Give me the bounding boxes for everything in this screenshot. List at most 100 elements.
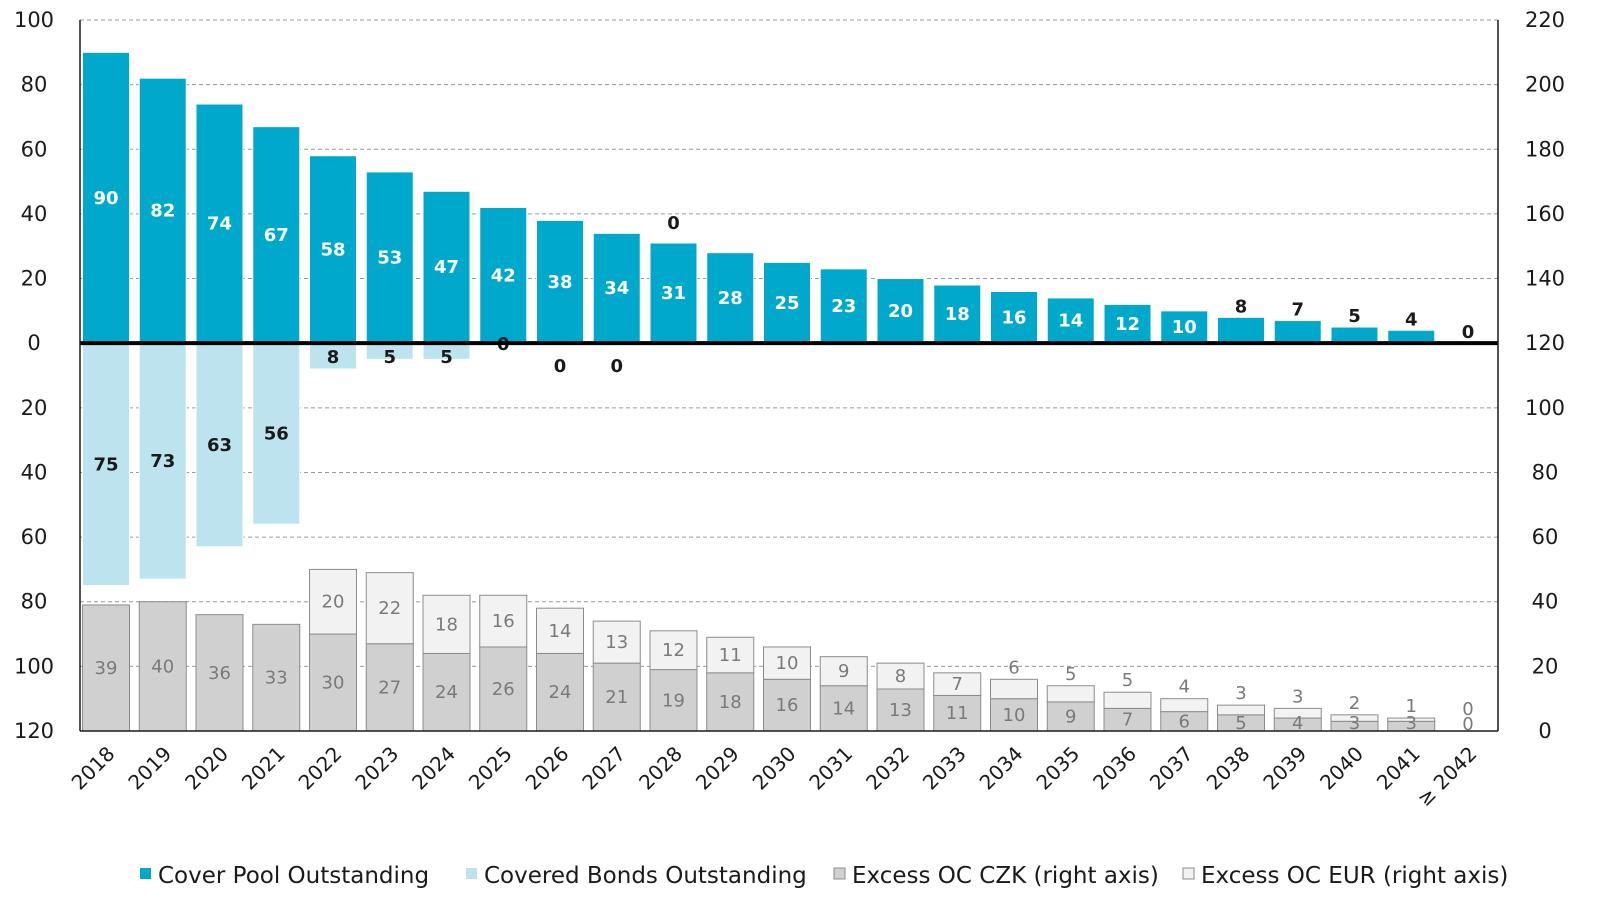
bar-excess-oc-eur: [536, 607, 584, 654]
x-axis-tick-label: ≥ 2042: [1412, 742, 1481, 811]
bar-excess-oc-czk: [138, 601, 187, 732]
bar-cover-pool: [252, 126, 301, 344]
data-label-excess-oc-czk: 16: [776, 695, 799, 716]
x-axis-tick-label: 2037: [1145, 742, 1198, 795]
data-label-excess-oc-czk: 6: [1179, 711, 1190, 732]
left-axis-tick-label: 20: [21, 267, 48, 291]
data-label-excess-oc-czk: 40: [151, 656, 174, 677]
bar-cover-pool: [1273, 320, 1322, 344]
x-axis-tick-label: 2026: [521, 742, 574, 795]
bar-covered-bonds: [82, 342, 130, 587]
data-label-excess-oc-czk: 13: [889, 700, 912, 721]
bar-excess-oc-czk: [536, 652, 584, 732]
bar-excess-oc-eur: [479, 594, 528, 648]
right-axis-tick-label: 100: [1525, 396, 1565, 420]
data-label-covered-bonds: 0: [554, 356, 567, 377]
right-axis-tick-label: 80: [1532, 460, 1559, 484]
data-label-excess-oc-czk: 14: [832, 698, 855, 719]
right-axis-tick-label: 40: [1532, 590, 1559, 614]
data-label-covered-bonds: 0: [610, 356, 623, 377]
bar-cover-pool: [763, 261, 811, 344]
x-axis-tick-label: 2019: [123, 742, 176, 795]
right-axis-tick-label: 0: [1538, 719, 1551, 743]
bar-cover-pool: [479, 206, 528, 344]
bar-excess-oc-czk: [309, 633, 357, 732]
data-label-excess-oc-eur: 0: [1462, 699, 1473, 720]
data-label-excess-oc-eur: 12: [662, 640, 685, 661]
x-axis-tick-label: 2030: [748, 742, 801, 795]
data-label-covered-bonds: 73: [150, 451, 175, 472]
data-label-excess-oc-eur: 8: [895, 666, 906, 687]
right-axis-tick-label: 220: [1525, 8, 1565, 32]
x-axis-tick-label: 2034: [975, 742, 1028, 795]
data-label-excess-oc-czk: 21: [605, 687, 628, 708]
x-axis-tick-label: 2035: [1031, 742, 1084, 795]
data-label-cover-pool: 23: [831, 296, 856, 317]
bar-cover-pool: [195, 103, 244, 344]
legend: Cover Pool Outstanding Covered Bonds Outs…: [140, 863, 1508, 889]
bar-cover-pool: [422, 190, 471, 344]
bar-cover-pool: [309, 155, 357, 344]
legend-label: Covered Bonds Outstanding: [484, 863, 807, 889]
data-label-excess-oc-czk: 39: [95, 658, 118, 679]
data-label-cover-pool: 14: [1058, 311, 1083, 332]
data-label-excess-oc-czk: 19: [662, 690, 685, 711]
data-label-excess-oc-eur: 10: [776, 653, 799, 674]
data-label-excess-oc-eur: 6: [1008, 657, 1019, 678]
x-axis-tick-label: 2020: [180, 742, 233, 795]
data-label-cover-pool: 74: [207, 214, 232, 235]
bar-excess-oc-czk: [1046, 701, 1095, 732]
bar-excess-oc-eur: [1103, 691, 1152, 709]
data-label-cover-pool: 42: [491, 265, 516, 286]
bar-excess-oc-eur: [933, 672, 982, 696]
data-label-cover-pool: 47: [434, 257, 459, 278]
data-label-excess-oc-eur: 2: [1349, 693, 1360, 714]
data-label-excess-oc-eur: 11: [719, 645, 742, 666]
bar-excess-oc-eur: [592, 620, 641, 664]
bar-excess-oc-czk: [82, 604, 130, 732]
bar-covered-bonds: [252, 342, 301, 525]
data-label-cover-pool: 58: [320, 239, 345, 260]
bar-excess-oc-czk: [252, 623, 301, 732]
data-label-excess-oc-czk: 7: [1122, 710, 1133, 731]
x-axis-tick-label: 2039: [1258, 742, 1311, 795]
bar-covered-bonds: [138, 342, 187, 580]
bar-excess-oc-czk: [990, 698, 1038, 732]
data-label-excess-oc-czk: 5: [1235, 713, 1246, 734]
data-label-excess-oc-czk: 30: [322, 673, 345, 694]
bar-excess-oc-czk: [422, 652, 471, 732]
data-label-cover-pool: 31: [661, 283, 686, 304]
bar-cover-pool: [1330, 326, 1379, 344]
data-label-covered-bonds: 5: [440, 347, 453, 368]
data-label-cover-pool: 82: [150, 201, 175, 222]
bar-cover-pool: [592, 232, 641, 344]
bar-excess-oc-eur: [309, 568, 357, 635]
x-axis-tick-label: 2028: [634, 742, 687, 795]
legend-swatch: [466, 868, 477, 879]
bar-cover-pool: [82, 51, 130, 344]
data-label-cover-pool: 38: [547, 272, 572, 293]
bar-cover-pool: [1103, 303, 1152, 344]
data-label-excess-oc-eur: 4: [1179, 677, 1190, 698]
data-label-excess-oc-eur: 14: [549, 621, 572, 642]
x-axis-tick-label: 2029: [691, 742, 744, 795]
data-label-cover-pool: 20: [888, 301, 913, 322]
bar-excess-oc-czk: [195, 614, 244, 732]
x-axis-tick-label: 2033: [918, 742, 971, 795]
bar-cover-pool: [819, 268, 868, 344]
bar-cover-pool: [649, 242, 698, 344]
data-label-excess-oc-czk: 27: [378, 677, 401, 698]
data-label-excess-oc-czk: 18: [719, 692, 742, 713]
bar-excess-oc-eur: [1217, 704, 1265, 716]
bar-excess-oc-eur: [1330, 714, 1379, 722]
data-label-excess-oc-eur: 3: [1235, 683, 1246, 704]
bar-cover-pool: [990, 290, 1038, 344]
x-axis-tick-label: 2040: [1315, 742, 1368, 795]
data-label-covered-bonds: 75: [93, 454, 118, 475]
x-axis-tick-label: 2032: [861, 742, 914, 795]
left-axis-tick-label: 80: [21, 73, 48, 97]
data-label-excess-oc-czk: 3: [1406, 713, 1417, 734]
data-label-cover-pool: 53: [377, 248, 402, 269]
